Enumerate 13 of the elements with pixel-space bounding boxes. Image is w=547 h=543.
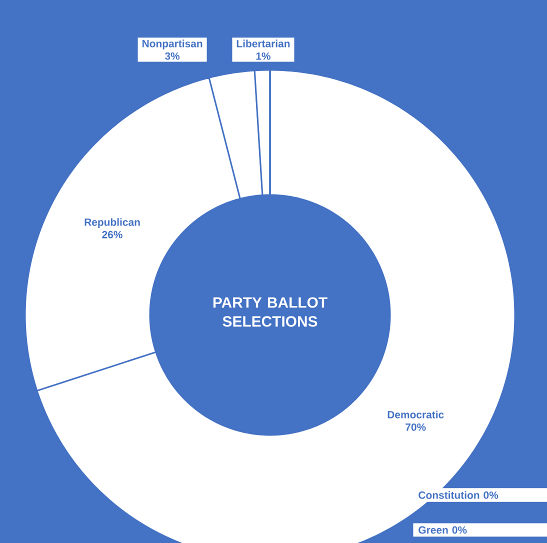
- slice-label: Nonpartisan: [142, 40, 202, 50]
- data-label: 26%: [102, 230, 122, 238]
- data-label: 1%: [256, 52, 270, 60]
- category-label: Green: [418, 526, 448, 534]
- slice-label: Libertarian: [236, 40, 290, 48]
- slice-label: Republican: [84, 218, 140, 228]
- slice-label: Democratic: [388, 410, 444, 418]
- data-label: 3%: [164, 52, 180, 60]
- text: 0%: [484, 491, 498, 499]
- data-label: 70%: [406, 423, 426, 431]
- category-label: Constitution: [418, 491, 480, 499]
- text: 0%: [452, 526, 467, 534]
- text: PARTY BALLOT SELECTIONS: [213, 297, 328, 327]
